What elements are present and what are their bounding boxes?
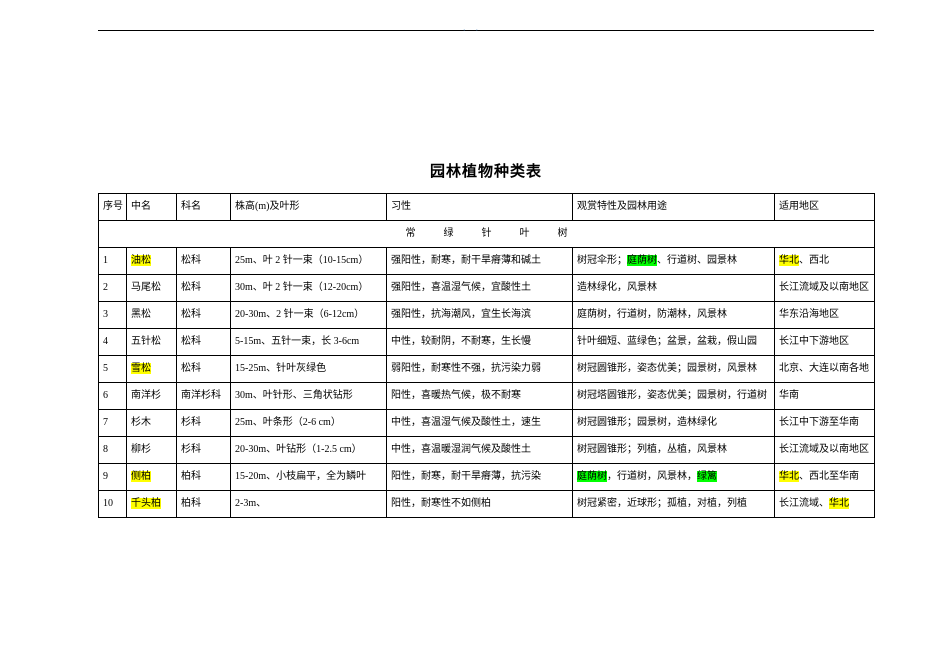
table-row: 9侧柏柏科15-20m、小枝扁平，全为鳞叶阳性，耐寒，耐干旱瘠薄，抗污染庭荫树，… [99,464,875,491]
col-habit: 习性 [387,194,573,221]
cell-use: 树冠圆锥形；列植，丛植，风景林 [573,437,775,464]
cell-name: 油松 [127,248,177,275]
cell-name: 柳杉 [127,437,177,464]
cell-form: 25m、叶 2 针一束（10-15cm） [231,248,387,275]
header-dots: · · [463,26,482,35]
cell-family: 杉科 [177,410,231,437]
col-use: 观赏特性及园林用途 [573,194,775,221]
cell-use: 庭荫树，行道树，防潮林，风景林 [573,302,775,329]
cell-family: 杉科 [177,437,231,464]
table-row: 10千头柏柏科2-3m、阳性，耐寒性不如侧柏树冠紧密，近球形；孤植，对植，列植长… [99,491,875,518]
table-row: 3黑松松科20-30m、2 针一束（6-12cm）强阳性，抗海潮风，宜生长海滨庭… [99,302,875,329]
cell-use: 树冠圆锥形；园景树，造林绿化 [573,410,775,437]
cell-form: 2-3m、 [231,491,387,518]
cell-region: 长江中下游地区 [775,329,875,356]
table-row: 7杉木杉科25m、叶条形（2-6 cm）中性，喜温湿气候及酸性土，速生树冠圆锥形… [99,410,875,437]
cell-habit: 强阳性，抗海潮风，宜生长海滨 [387,302,573,329]
cell-habit: 强阳性，喜温湿气候，宜酸性土 [387,275,573,302]
cell-use: 造林绿化，风景林 [573,275,775,302]
cell-family: 松科 [177,329,231,356]
cell-form: 5-15m、五针一束，长 3-6cm [231,329,387,356]
col-index: 序号 [99,194,127,221]
cell-index: 1 [99,248,127,275]
col-region: 适用地区 [775,194,875,221]
cell-family: 松科 [177,356,231,383]
footer-mark [471,642,475,651]
plant-table: 序号 中名 科名 株高(m)及叶形 习性 观赏特性及园林用途 适用地区 常绿针叶… [98,193,875,518]
table-row: 2马尾松松科30m、叶 2 针一束（12-20cm）强阳性，喜温湿气候，宜酸性土… [99,275,875,302]
cell-region: 长江中下游至华南 [775,410,875,437]
cell-index: 9 [99,464,127,491]
section-row: 常绿针叶树 [99,221,875,248]
cell-family: 松科 [177,275,231,302]
cell-form: 30m、叶 2 针一束（12-20cm） [231,275,387,302]
cell-index: 8 [99,437,127,464]
cell-index: 6 [99,383,127,410]
cell-name: 黑松 [127,302,177,329]
cell-family: 南洋杉科 [177,383,231,410]
col-family: 科名 [177,194,231,221]
cell-region: 北京、大连以南各地 [775,356,875,383]
cell-habit: 强阳性，耐寒，耐干旱瘠薄和碱土 [387,248,573,275]
cell-use: 庭荫树，行道树，风景林，绿篱 [573,464,775,491]
cell-region: 长江流域及以南地区 [775,275,875,302]
cell-name: 南洋杉 [127,383,177,410]
cell-habit: 阳性，喜暖热气候，极不耐寒 [387,383,573,410]
cell-form: 20-30m、2 针一束（6-12cm） [231,302,387,329]
cell-use: 针叶细短、蓝绿色；盆景，盆栽，假山园 [573,329,775,356]
cell-index: 2 [99,275,127,302]
cell-region: 华南 [775,383,875,410]
cell-habit: 弱阳性，耐寒性不强，抗污染力弱 [387,356,573,383]
table-row: 1油松松科25m、叶 2 针一束（10-15cm）强阳性，耐寒，耐干旱瘠薄和碱土… [99,248,875,275]
col-form: 株高(m)及叶形 [231,194,387,221]
cell-index: 3 [99,302,127,329]
cell-index: 4 [99,329,127,356]
cell-name: 马尾松 [127,275,177,302]
cell-region: 华北、西北至华南 [775,464,875,491]
cell-family: 松科 [177,248,231,275]
cell-form: 30m、叶针形、三角状钻形 [231,383,387,410]
cell-form: 25m、叶条形（2-6 cm） [231,410,387,437]
cell-form: 15-20m、小枝扁平，全为鳞叶 [231,464,387,491]
cell-name: 雪松 [127,356,177,383]
cell-index: 5 [99,356,127,383]
table-row: 6南洋杉南洋杉科30m、叶针形、三角状钻形阳性，喜暖热气候，极不耐寒树冠塔圆锥形… [99,383,875,410]
table-row: 4五针松松科5-15m、五针一束，长 3-6cm中性，较耐阴，不耐寒，生长慢针叶… [99,329,875,356]
cell-form: 15-25m、针叶灰绿色 [231,356,387,383]
table-row: 5雪松松科15-25m、针叶灰绿色弱阳性，耐寒性不强，抗污染力弱树冠圆锥形，姿态… [99,356,875,383]
cell-name: 五针松 [127,329,177,356]
cell-use: 树冠塔圆锥形，姿态优美；园景树，行道树 [573,383,775,410]
cell-habit: 阳性，耐寒，耐干旱瘠薄，抗污染 [387,464,573,491]
cell-name: 侧柏 [127,464,177,491]
cell-use: 树冠圆锥形，姿态优美；园景树，风景林 [573,356,775,383]
cell-form: 20-30m、叶钻形（1-2.5 cm） [231,437,387,464]
col-name: 中名 [127,194,177,221]
cell-use: 树冠伞形；庭荫树、行道树、园景林 [573,248,775,275]
section-label: 常绿针叶树 [99,221,875,248]
cell-region: 长江流域、华北 [775,491,875,518]
cell-name: 杉木 [127,410,177,437]
cell-region: 华北、西北 [775,248,875,275]
cell-name: 千头柏 [127,491,177,518]
cell-habit: 中性，喜温湿气候及酸性土，速生 [387,410,573,437]
cell-family: 柏科 [177,491,231,518]
cell-habit: 中性，较耐阴，不耐寒，生长慢 [387,329,573,356]
cell-region: 华东沿海地区 [775,302,875,329]
table-header-row: 序号 中名 科名 株高(m)及叶形 习性 观赏特性及园林用途 适用地区 [99,194,875,221]
cell-index: 7 [99,410,127,437]
document-content: 园林植物种类表 序号 中名 科名 株高(m)及叶形 习性 观赏特性及园林用途 适… [98,160,874,518]
cell-family: 柏科 [177,464,231,491]
page-title: 园林植物种类表 [98,160,874,181]
cell-family: 松科 [177,302,231,329]
cell-region: 长江流域及以南地区 [775,437,875,464]
top-rule [98,30,874,31]
table-row: 8柳杉杉科20-30m、叶钻形（1-2.5 cm）中性，喜温暖湿润气候及酸性土树… [99,437,875,464]
cell-habit: 阳性，耐寒性不如侧柏 [387,491,573,518]
cell-index: 10 [99,491,127,518]
cell-habit: 中性，喜温暖湿润气候及酸性土 [387,437,573,464]
cell-use: 树冠紧密，近球形；孤植，对植，列植 [573,491,775,518]
